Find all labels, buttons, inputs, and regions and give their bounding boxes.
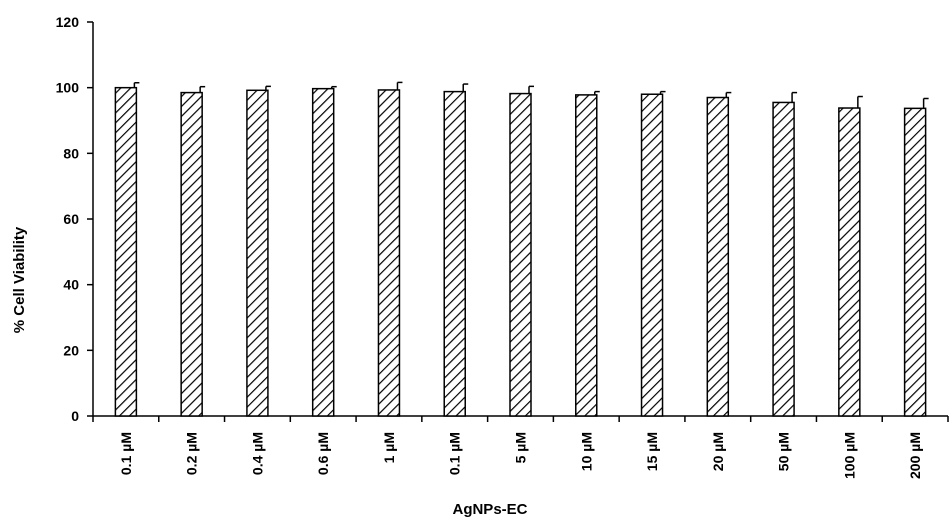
bar	[640, 93, 664, 417]
bar	[377, 89, 401, 417]
x-tick-label: 0.6 µM	[315, 432, 331, 475]
bar	[706, 96, 730, 417]
labels: 0 20 40 60 80 100 120 0.1 µM 0.2 µM 0.4 µM 0.6 µM 1…	[56, 14, 923, 479]
y-tick-label: 40	[63, 277, 79, 293]
x-tick-label: 0.1 µM	[447, 432, 463, 475]
bar	[114, 86, 138, 417]
y-tick-label: 0	[71, 408, 79, 424]
bar	[903, 107, 927, 417]
bar	[180, 91, 203, 417]
bar	[772, 101, 795, 417]
y-tick-label: 20	[63, 342, 79, 358]
y-tick-label: 80	[63, 145, 79, 161]
y-tick-label: 120	[56, 14, 80, 30]
x-tick-label: 0.4 µM	[249, 432, 265, 475]
bar	[509, 92, 532, 417]
x-tick-label: 20 µM	[710, 432, 726, 471]
bars	[114, 81, 929, 417]
x-tick-label: 5 µM	[513, 432, 529, 463]
bar	[838, 107, 861, 417]
bar	[443, 90, 466, 417]
x-tick-label: 0.1 µM	[118, 432, 134, 475]
bar	[311, 87, 335, 417]
bar	[246, 89, 269, 417]
x-tick-label: 10 µM	[578, 432, 594, 471]
x-tick-label: 1 µM	[381, 432, 397, 463]
x-axis-title: AgNPs-EC	[452, 501, 527, 518]
y-axis-title: % Cell Viability	[11, 226, 28, 333]
y-tick-label: 60	[63, 211, 79, 227]
bar	[575, 94, 598, 417]
y-tick-label: 100	[56, 80, 80, 96]
x-tick-label: 0.2 µM	[184, 432, 200, 475]
x-tick-label: 200 µM	[907, 432, 923, 479]
x-tick-label: 50 µM	[776, 432, 792, 471]
x-tick-label: 100 µM	[841, 432, 857, 479]
axes	[87, 21, 949, 422]
x-tick-label: 15 µM	[644, 432, 660, 471]
